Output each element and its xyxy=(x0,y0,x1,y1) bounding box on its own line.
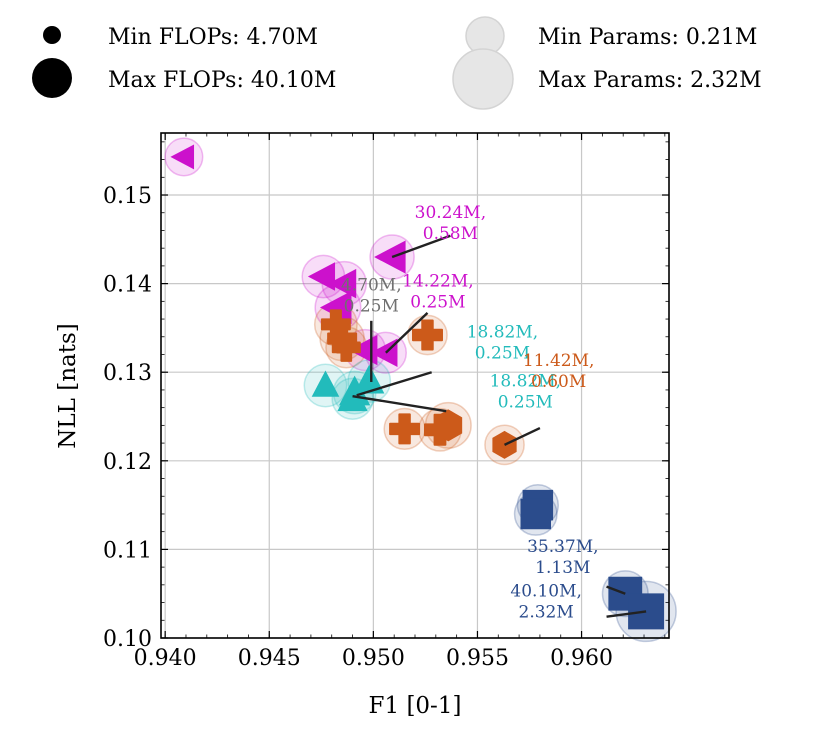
data-point-triangle-left xyxy=(370,338,398,367)
data-point-square xyxy=(520,498,552,530)
data-point-triangle-left xyxy=(170,144,195,170)
annotations: 30.24M,0.58M4.70M,0.25M14.22M,0.25M18.82… xyxy=(341,203,647,622)
data-point-triangle-left xyxy=(319,290,352,325)
legend-flops-max-marker xyxy=(32,58,72,98)
annotation-label: 30.24M, xyxy=(415,203,486,223)
annotation-label: 0.25M xyxy=(410,292,465,312)
legend-params-min-label: Min Params: 0.21M xyxy=(538,25,757,50)
annotation-label: 11.42M, xyxy=(523,351,594,371)
annotation-label: 2.32M xyxy=(519,602,574,622)
data-point-plus xyxy=(331,332,361,362)
legend-flops-min-label: Min FLOPs: 4.70M xyxy=(108,25,318,50)
annotation-label: 0.25M xyxy=(498,392,553,412)
annotation-label: 40.10M, xyxy=(510,581,581,601)
y-tick-label: 0.14 xyxy=(103,273,152,298)
annotation-label: 0.60M xyxy=(531,372,586,392)
data-point-triangle-left xyxy=(374,240,406,274)
x-tick-label: 0.960 xyxy=(550,646,613,671)
annotation-label: 18.82M, xyxy=(490,371,561,391)
annotation-leader-line xyxy=(504,426,541,446)
annotation-label: 0.58M xyxy=(423,224,478,244)
annotation-leader-line xyxy=(385,311,429,354)
y-axis-label: NLL [nats] xyxy=(55,323,81,449)
annotation-label: 35.37M, xyxy=(527,537,598,557)
legend: Min FLOPs: 4.70M Max FLOPs: 40.10M Min P… xyxy=(32,16,762,110)
y-tick-label: 0.13 xyxy=(103,361,152,386)
legend-flops-min-marker xyxy=(43,26,61,44)
data-point-hexagon xyxy=(434,409,463,442)
y-tick-label: 0.12 xyxy=(103,450,152,475)
y-axis-ticks: 0.10 0.11 0.12 0.13 0.14 0.15 xyxy=(103,141,669,652)
legend-params-max-label: Max Params: 2.32M xyxy=(538,68,762,93)
annotation-label: 0.25M xyxy=(475,344,530,364)
y-tick-label: 0.15 xyxy=(103,184,152,209)
data-point-plus xyxy=(411,319,443,351)
data-point-triangle-up xyxy=(354,364,385,394)
x-tick-label: 0.945 xyxy=(238,646,301,671)
x-axis-ticks: 0.940 0.945 0.950 0.955 0.960 xyxy=(134,133,666,671)
annotation-leader-line xyxy=(352,394,447,413)
legend-flops-max-label: Max FLOPs: 40.10M xyxy=(108,68,336,93)
x-axis-label: F1 [0-1] xyxy=(369,693,462,719)
y-tick-label: 0.10 xyxy=(103,627,152,652)
legend-params-max-marker xyxy=(452,48,514,110)
annotation-label: 1.13M xyxy=(535,558,590,578)
data-point-triangle-left xyxy=(328,268,357,299)
data-point-plus xyxy=(389,413,421,445)
annotation-label: 4.70M, xyxy=(341,276,402,296)
annotation-label: 18.82M, xyxy=(467,323,538,343)
annotation-leader-line xyxy=(391,234,451,259)
data-point-triangle-left xyxy=(307,262,336,291)
x-tick-label: 0.950 xyxy=(342,646,405,671)
x-tick-label: 0.955 xyxy=(446,646,509,671)
annotation-leader-line xyxy=(606,610,647,618)
plot-frame xyxy=(160,132,670,639)
annotation-leader-line xyxy=(606,585,626,595)
y-tick-label: 0.11 xyxy=(103,538,152,563)
annotation-label: 0.25M xyxy=(344,297,399,317)
x-tick-label: 0.940 xyxy=(134,646,197,671)
annotation-leader-line xyxy=(356,371,433,397)
annotation-label: 14.22M, xyxy=(402,271,473,291)
data-point-triangle-up xyxy=(311,370,340,397)
